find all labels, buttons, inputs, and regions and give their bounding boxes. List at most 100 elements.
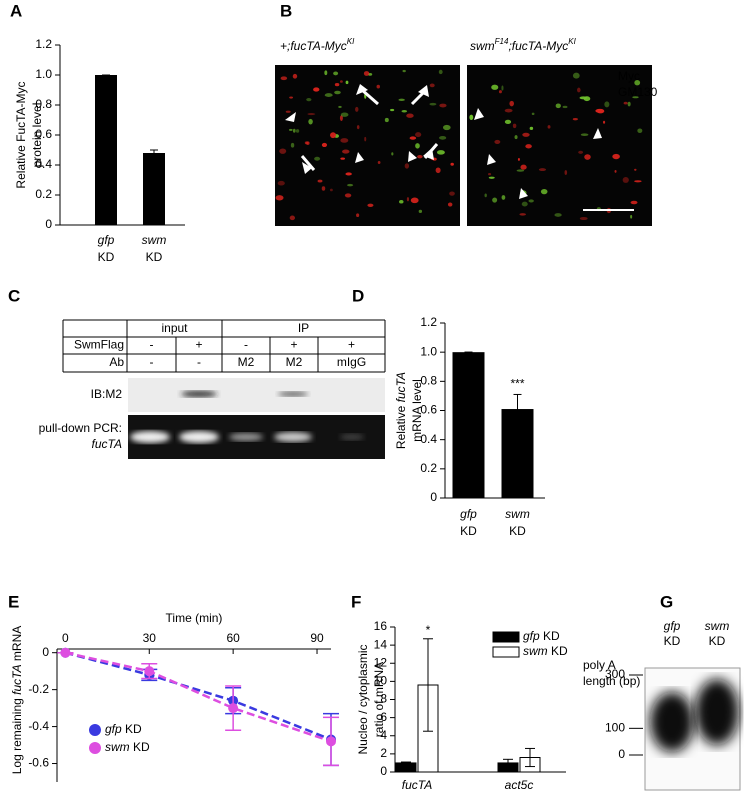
table: input IP SwmFlag - + - + + Ab - - M2 M2 mIgG <box>62 319 386 373</box>
signal-dot <box>355 106 359 112</box>
signal-dot <box>292 128 296 133</box>
panel-letter: B <box>280 1 292 20</box>
signal-dot <box>572 118 578 121</box>
lane-label: gfp KD <box>664 619 681 648</box>
x-axis-label: Time (min) <box>166 611 223 625</box>
x-tick-label: 30 <box>143 631 157 645</box>
signal-dot <box>623 101 628 105</box>
signal-dot <box>492 197 498 203</box>
signal-dot <box>344 193 352 198</box>
y-tick-label: 16 <box>374 619 388 633</box>
signal-dot <box>512 123 517 129</box>
legend-marker <box>89 724 101 736</box>
signal-dot <box>491 84 499 90</box>
table-cell: - <box>150 355 154 369</box>
x-tick-label: fucTA <box>402 778 432 792</box>
blot-label: fucTA <box>92 437 122 451</box>
signal-dot <box>390 108 395 112</box>
signal-dot <box>501 195 506 200</box>
y-tick-label: 1.2 <box>35 37 52 51</box>
point <box>144 666 155 677</box>
signal-dot <box>630 214 633 219</box>
gel-band <box>274 432 312 442</box>
legend-swatch <box>492 631 520 643</box>
signal-dot <box>402 69 406 73</box>
signal-dot <box>307 113 316 116</box>
micrograph-signal <box>275 69 643 221</box>
panel-letter: D <box>352 286 364 305</box>
signal-dot <box>531 112 535 116</box>
signal-dot <box>484 193 487 198</box>
table-header: IP <box>298 321 309 335</box>
y-tick-label: 0 <box>45 217 52 231</box>
arrows <box>285 84 602 199</box>
signal-dot <box>406 197 410 202</box>
signal-dot <box>488 173 492 176</box>
series-line <box>65 651 332 741</box>
signal-dot <box>384 117 389 123</box>
panel-letter: A <box>10 1 22 20</box>
signal-dot <box>438 69 443 75</box>
signal-dot <box>417 154 423 159</box>
table-cell: - <box>244 338 248 352</box>
signal-dot <box>469 114 474 120</box>
signal-dot <box>399 199 404 204</box>
panel-letter: C <box>8 286 20 305</box>
signal-dot <box>280 76 288 81</box>
signal-dot <box>376 84 380 89</box>
signal-dot <box>289 96 294 99</box>
image-title: swmF14;fucTA-MycKI <box>470 37 577 53</box>
signal-dot <box>429 83 435 88</box>
x-tick-label: gfp KD <box>98 233 115 264</box>
point <box>326 736 336 747</box>
point <box>228 703 239 714</box>
signal-dot <box>340 138 349 143</box>
signal-dot <box>313 87 320 92</box>
panel-letter: F <box>351 592 361 611</box>
signal-dot <box>324 93 333 97</box>
signal-dot <box>398 98 405 102</box>
x-tick-label: gfp KD <box>460 507 477 538</box>
signal-dot <box>514 135 518 140</box>
signal-dot <box>517 157 520 161</box>
gel-band <box>340 434 364 440</box>
signal-dot <box>584 154 591 160</box>
signal-dot <box>290 142 295 148</box>
signal-dot <box>345 172 352 176</box>
channel-label: Myc <box>618 69 640 83</box>
gel-smear <box>695 679 739 745</box>
signal-dot <box>321 186 326 191</box>
size-marker-label: 300 <box>605 667 625 681</box>
legend-marker <box>89 742 101 754</box>
y-tick-label: 10 <box>374 674 388 688</box>
series-line <box>65 651 332 743</box>
y-tick-label: 0.6 <box>35 127 52 141</box>
signal-dot <box>415 143 420 149</box>
table-cell: + <box>348 338 355 352</box>
signal-dot <box>406 113 414 118</box>
signal-dot <box>528 199 534 203</box>
blot-label: pull-down PCR: <box>39 421 122 435</box>
bar <box>143 153 165 225</box>
table-cell: SwmFlag <box>74 338 124 352</box>
signal-dot <box>338 105 342 109</box>
y-tick-label: 0.8 <box>35 97 52 111</box>
table-cell: M2 <box>286 355 303 369</box>
y-tick-label: -0.6 <box>28 756 49 770</box>
title-part: +;fucTA-Myc <box>280 39 347 53</box>
y-tick-label: 0 <box>42 645 49 659</box>
signal-dot <box>363 71 370 76</box>
signal-dot <box>321 142 328 148</box>
signal-dot <box>308 118 313 125</box>
title-part: KI <box>568 37 576 46</box>
y-axis-label: Log remaining fucTA mRNA <box>10 626 24 775</box>
signal-dot <box>634 168 637 171</box>
signal-dot <box>595 108 604 113</box>
signal-dot <box>277 180 285 186</box>
signal-dot <box>356 213 360 218</box>
y-tick-label: 0 <box>430 490 437 504</box>
signal-dot <box>564 170 568 175</box>
y-tick-label: 6 <box>380 710 387 724</box>
